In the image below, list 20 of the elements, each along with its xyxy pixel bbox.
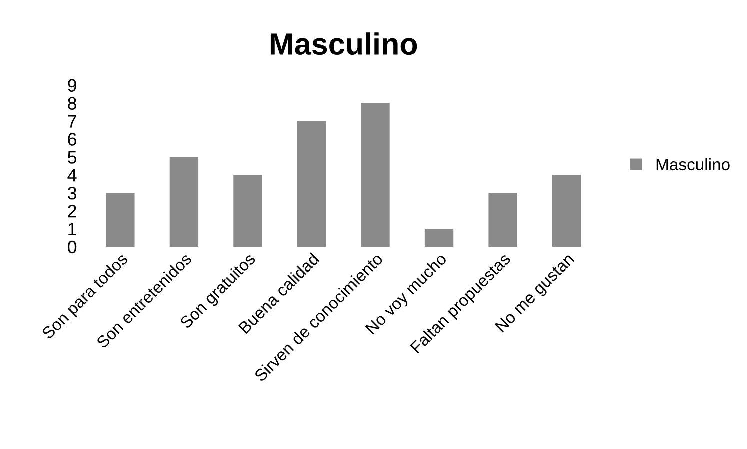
y-tick-label: 2 (68, 204, 76, 218)
bar (488, 193, 518, 247)
bar (170, 157, 199, 247)
legend-label: Masculino (656, 158, 730, 171)
y-tick-label: 8 (68, 97, 77, 110)
bar (424, 228, 454, 247)
y-tick-label: 1 (68, 223, 76, 236)
y-tick-label: 4 (68, 169, 77, 182)
y-tick-label: 7 (68, 115, 76, 128)
bar (234, 175, 262, 247)
y-tick-label: 3 (68, 187, 77, 200)
bar (552, 175, 582, 247)
bar (106, 193, 135, 247)
chart-title: Masculino (270, 32, 418, 56)
bar (297, 121, 326, 247)
y-tick-label: 0 (68, 240, 77, 254)
y-tick-label: 5 (68, 151, 77, 164)
bar (361, 103, 390, 247)
y-tick-label: 6 (68, 133, 77, 146)
y-tick-label: 9 (68, 79, 76, 92)
